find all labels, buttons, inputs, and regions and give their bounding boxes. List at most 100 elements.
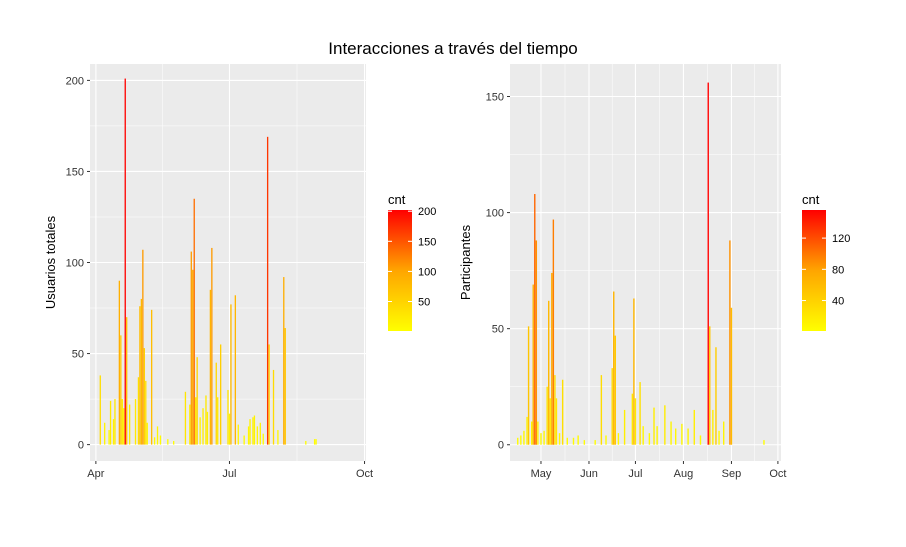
bar [209, 289, 212, 445]
bar [530, 421, 533, 445]
bar [763, 440, 765, 445]
bar [247, 426, 250, 445]
bar [566, 437, 568, 445]
bar [707, 82, 709, 445]
bar [190, 251, 192, 445]
bar [675, 428, 677, 445]
bar [104, 422, 106, 445]
bar [196, 357, 198, 445]
bar [215, 362, 217, 445]
bar [139, 306, 141, 445]
bar [723, 421, 725, 445]
bar [237, 424, 239, 445]
y-axis-label: Participantes [458, 224, 473, 300]
bar [143, 348, 145, 445]
bar [315, 439, 317, 445]
bar [670, 421, 672, 445]
bar [653, 407, 655, 445]
y-tick-label: 100 [486, 208, 504, 220]
bar [594, 440, 596, 445]
bar [192, 269, 194, 445]
bar [156, 426, 159, 445]
left-chart: 0 50 100 150 200 Apr Jul Oct Usuarios totales cnt… [43, 64, 436, 480]
bar [142, 249, 144, 445]
y-tick-label: 150 [486, 92, 504, 104]
bar [266, 136, 269, 445]
bar [554, 375, 556, 445]
bar [219, 344, 222, 445]
bar [712, 409, 714, 445]
right-chart: 0 50 100 150 May Jun Jul Aug Sep Oct Participantes… [458, 64, 850, 480]
bar [543, 430, 545, 445]
bar [681, 423, 683, 445]
bar [189, 404, 191, 445]
bar [195, 397, 197, 445]
figure-title: Interacciones a través del tiempo [328, 39, 577, 58]
bar [656, 426, 658, 445]
bar [243, 435, 245, 445]
bar [137, 377, 140, 445]
bar [134, 399, 137, 445]
bar [548, 300, 550, 445]
bar [664, 405, 666, 445]
legend-tick-label: 50 [418, 297, 430, 309]
bar [305, 440, 307, 445]
legend-tick-label: 100 [418, 266, 436, 278]
bar [159, 435, 162, 445]
bar [631, 393, 634, 445]
x-tick-label: Jul [628, 468, 642, 480]
bar [118, 280, 121, 445]
y-tick-label: 150 [66, 166, 84, 178]
legend-colorbar [388, 210, 412, 331]
bar [108, 430, 110, 445]
bar [540, 433, 542, 445]
bar [202, 408, 204, 445]
bar [527, 326, 530, 445]
bar [600, 375, 603, 445]
legend-tick-label: 40 [832, 296, 844, 308]
legend-title: cnt [388, 192, 406, 207]
bar [709, 326, 711, 445]
legend-title: cnt [802, 192, 820, 207]
bar [121, 399, 123, 445]
bar [687, 428, 689, 445]
bar [153, 437, 156, 445]
bar [268, 344, 270, 445]
bar [526, 416, 528, 445]
y-tick-label: 0 [498, 440, 504, 452]
bar [517, 437, 519, 445]
bar [99, 375, 101, 445]
bar [693, 409, 695, 445]
bar [561, 379, 564, 445]
bar [648, 433, 651, 445]
y-tick-label: 50 [492, 324, 504, 336]
bar [532, 284, 534, 445]
y-tick-label: 50 [72, 349, 84, 361]
bar [277, 430, 279, 445]
bar [611, 368, 613, 445]
x-tick-label: Sep [722, 468, 742, 480]
bar [605, 435, 607, 445]
legend-tick-label: 150 [418, 236, 436, 248]
bar [199, 417, 201, 445]
bar [730, 307, 733, 445]
bar [549, 398, 551, 445]
bar [205, 395, 207, 445]
bar [112, 419, 115, 445]
bar [583, 440, 586, 445]
bar [535, 240, 538, 445]
bar [614, 335, 616, 445]
bar [313, 439, 316, 445]
legend-tick-label: 120 [832, 233, 850, 245]
bar [211, 247, 213, 445]
bar [699, 435, 702, 445]
x-tick-label: Oct [769, 468, 786, 480]
bar [228, 413, 231, 445]
x-tick-label: Aug [674, 468, 694, 480]
bar [173, 440, 175, 445]
bar [145, 380, 147, 445]
bar [546, 386, 548, 445]
bar [577, 435, 579, 445]
bar [206, 411, 209, 445]
